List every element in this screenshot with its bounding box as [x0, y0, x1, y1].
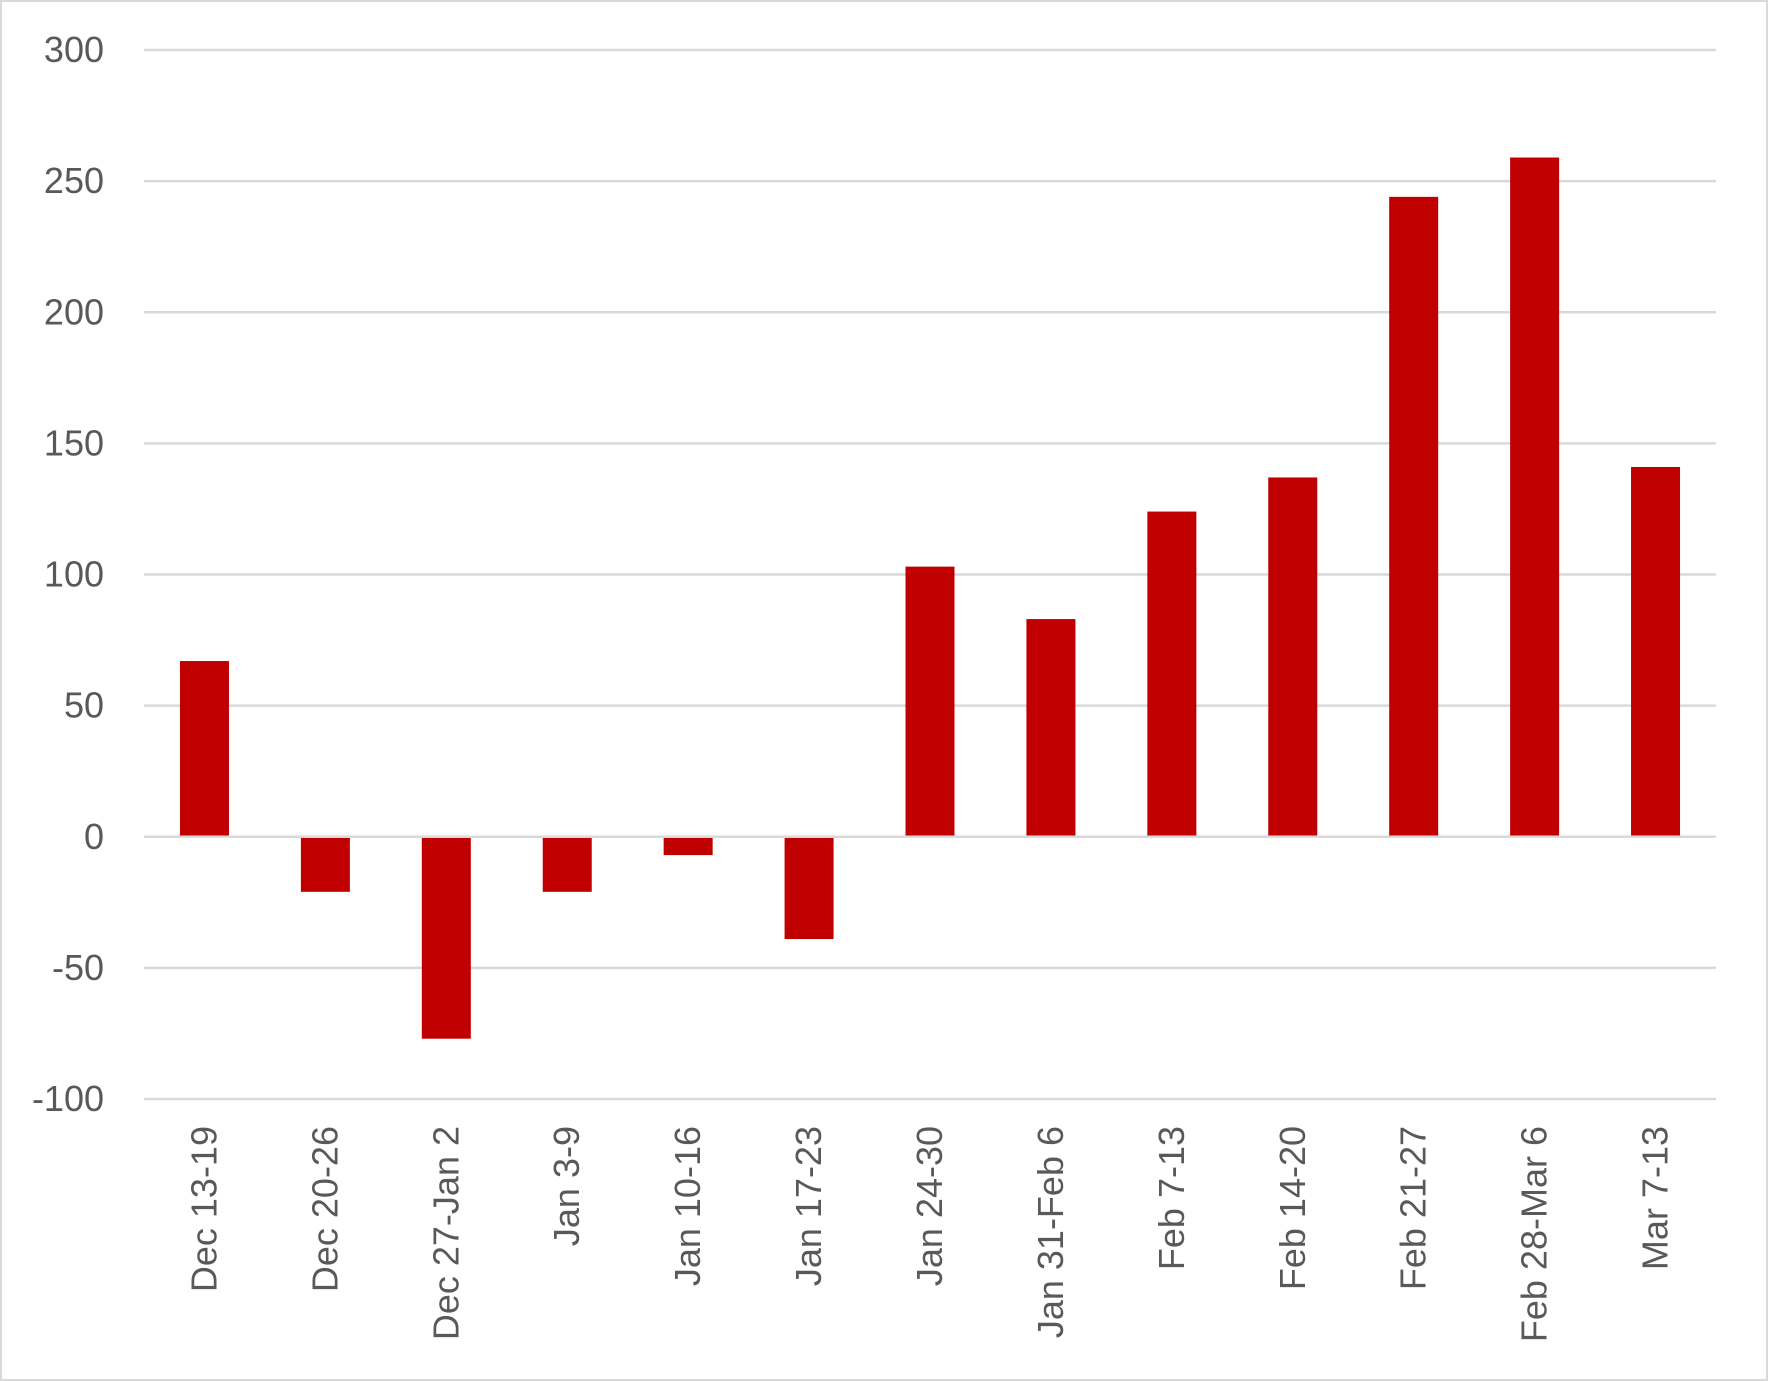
- x-tick-label: Dec 27-Jan 2: [425, 1126, 466, 1340]
- bar: [663, 836, 713, 856]
- y-tick-label: 0: [84, 816, 104, 857]
- bar: [421, 836, 471, 1039]
- x-tick-label: Dec 20-26: [304, 1126, 345, 1292]
- x-tick-label: Dec 13-19: [183, 1126, 224, 1292]
- bar: [1147, 511, 1197, 837]
- y-tick-label: 150: [44, 422, 104, 463]
- y-tick-label: 100: [44, 554, 104, 595]
- x-tick-label: Jan 17-23: [788, 1126, 829, 1286]
- y-tick-label: -100: [32, 1078, 104, 1119]
- x-tick-label: Feb 28-Mar 6: [1514, 1126, 1555, 1342]
- bar: [179, 661, 229, 837]
- x-tick-label: Feb 21-27: [1393, 1126, 1434, 1290]
- y-tick-label: 200: [44, 291, 104, 332]
- x-tick-label: Feb 7-13: [1151, 1126, 1192, 1270]
- x-tick-label: Jan 10-16: [667, 1126, 708, 1286]
- bar: [905, 566, 955, 837]
- y-tick-label: 50: [64, 685, 104, 726]
- bar: [542, 836, 592, 892]
- bar: [784, 836, 834, 940]
- x-tick-label: Jan 31-Feb 6: [1030, 1126, 1071, 1338]
- bar: [1510, 157, 1560, 837]
- x-tick-label: Feb 14-20: [1272, 1126, 1313, 1290]
- y-tick-label: 300: [44, 29, 104, 70]
- x-tick-label: Jan 24-30: [909, 1126, 950, 1286]
- bar: [300, 836, 350, 892]
- bar: [1631, 466, 1681, 837]
- y-tick-label: -50: [52, 947, 104, 988]
- bar: [1268, 477, 1318, 837]
- bar: [1026, 619, 1076, 837]
- y-tick-label: 250: [44, 160, 104, 201]
- bar: [1389, 196, 1439, 837]
- x-tick-label: Jan 3-9: [546, 1126, 587, 1246]
- x-tick-label: Mar 7-13: [1635, 1126, 1676, 1270]
